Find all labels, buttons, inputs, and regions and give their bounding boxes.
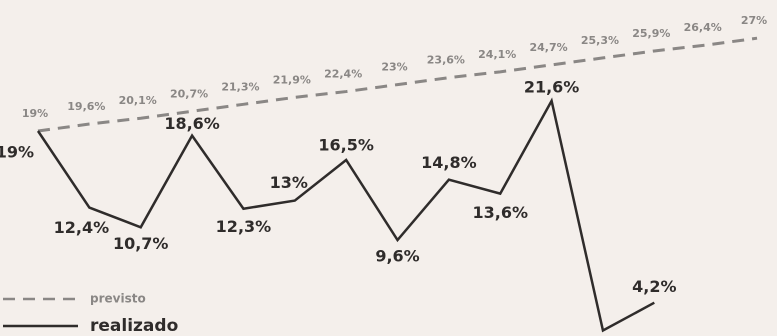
actual-line [36,97,655,333]
value-label: 13,6% [472,203,528,222]
value-label: 22,4% [324,68,362,81]
value-label: 24,1% [478,48,516,61]
value-label: 9,6% [375,247,419,266]
value-label: 21,9% [273,73,311,86]
value-label: 19,6% [67,100,105,113]
value-label: 21,3% [221,80,259,93]
value-label: 25,3% [581,34,619,47]
legend-label: realizado [90,316,178,336]
value-label: 12,3% [216,217,272,236]
value-label: 20,7% [170,87,208,100]
value-label: 16,5% [318,136,374,155]
legend-label: previsto [90,292,146,306]
value-label: 19% [0,143,34,162]
value-label: 10,7% [113,234,169,253]
value-label: 12,4% [54,218,110,237]
value-label: 20,1% [119,94,157,107]
value-label: 18,6% [164,114,220,133]
value-label: 25,9% [632,27,670,40]
value-label: 19% [22,107,48,120]
value-label: 23% [381,61,407,74]
value-label: 23,6% [427,54,465,67]
value-label: 14,8% [421,153,477,172]
forecast-line [37,36,758,133]
value-label: 27% [741,14,767,27]
value-label: 4,2% [632,277,676,296]
value-label: 24,7% [530,41,568,54]
value-label: 21,6% [524,77,580,96]
value-label: 13% [270,173,308,192]
value-label: 26,4% [684,21,722,34]
